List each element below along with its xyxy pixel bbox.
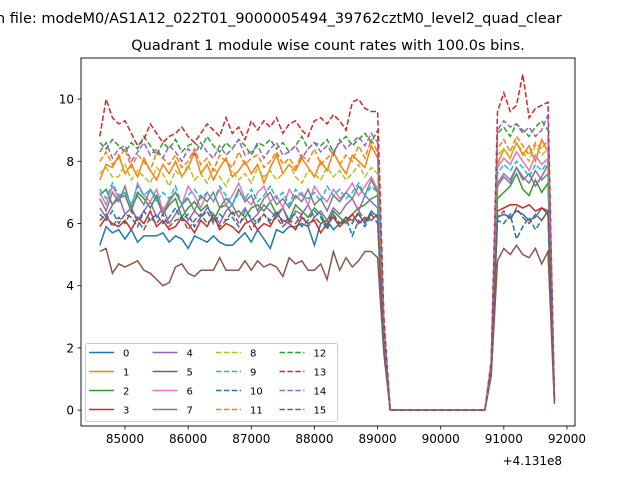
y-tick-label: 2 <box>66 341 74 355</box>
legend-label: 7 <box>187 406 193 417</box>
legend-label: 6 <box>187 387 193 398</box>
series-line-15 <box>99 206 556 411</box>
y-tick-label: 10 <box>59 93 74 107</box>
legend-frame <box>85 343 338 422</box>
x-tick-label: 91000 <box>485 432 523 446</box>
legend-label: 15 <box>314 406 327 417</box>
x-tick-label: 88000 <box>295 432 333 446</box>
y-tick-label: 6 <box>66 217 74 231</box>
series-line-8 <box>99 141 556 411</box>
legend-label: 3 <box>123 406 129 417</box>
suptitle: n file: modeM0/AS1A12_022T01_9000005494_… <box>0 11 562 27</box>
legend-label: 1 <box>123 368 129 379</box>
legend-label: 2 <box>123 387 129 398</box>
legend-label: 10 <box>250 387 263 398</box>
y-tick-label: 8 <box>66 155 74 169</box>
legend-label: 5 <box>187 368 193 379</box>
x-tick-label: 90000 <box>422 432 460 446</box>
series-line-12 <box>99 119 556 411</box>
legend-label: 4 <box>187 349 193 360</box>
legend-label: 0 <box>123 349 129 360</box>
legend-label: 13 <box>314 368 327 379</box>
x-tick-label: 92000 <box>548 432 586 446</box>
legend-label: 12 <box>314 349 327 360</box>
legend-label: 11 <box>250 406 263 417</box>
x-offset-label: +4.131e8 <box>503 454 562 468</box>
plot-area-frame <box>80 57 576 427</box>
legend-label: 14 <box>314 387 327 398</box>
x-tick-label: 87000 <box>232 432 270 446</box>
chart-title: Quadrant 1 module wise count rates with … <box>131 38 525 54</box>
legend-label: 8 <box>250 349 256 360</box>
y-tick-label: 4 <box>66 279 74 293</box>
series-line-13 <box>99 74 556 411</box>
x-tick-label: 85000 <box>106 432 144 446</box>
legend-label: 9 <box>250 368 256 379</box>
y-tick-label: 0 <box>66 404 74 418</box>
x-tick-label: 89000 <box>358 432 396 446</box>
x-tick-label: 86000 <box>169 432 207 446</box>
series-line-11 <box>99 134 556 411</box>
